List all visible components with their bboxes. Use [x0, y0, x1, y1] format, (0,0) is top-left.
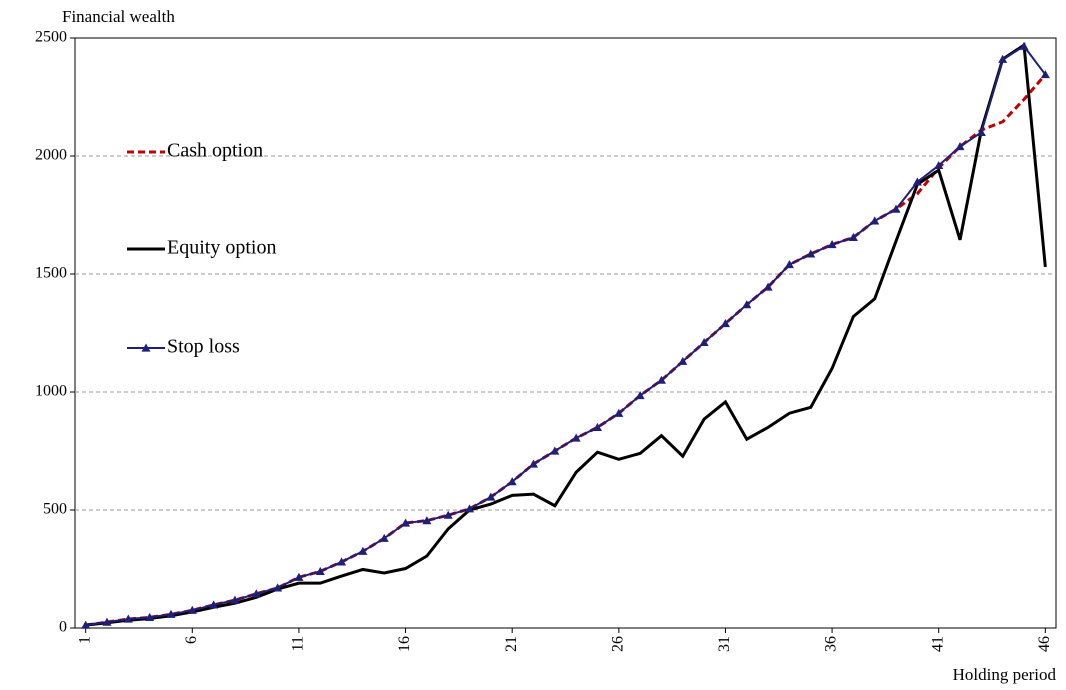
point-marker [273, 583, 283, 592]
point-marker [720, 319, 730, 328]
y-tick-label: 2000 [35, 147, 67, 164]
point-marker [870, 216, 880, 225]
point-marker [209, 600, 219, 609]
legend-label: Stop loss [167, 336, 240, 358]
y-axis-label: Financial wealth [62, 7, 175, 26]
point-marker [251, 589, 261, 598]
point-marker [550, 446, 560, 455]
point-marker [592, 422, 602, 431]
y-tick-label: 0 [59, 619, 67, 636]
point-marker [187, 605, 197, 614]
legend-marker [141, 343, 151, 352]
x-tick-label: 26 [609, 636, 626, 652]
plot-frame [74, 37, 1057, 629]
y-tick-label: 2500 [35, 29, 67, 46]
x-tick-label: 41 [929, 636, 946, 652]
x-tick-label: 46 [1036, 636, 1053, 652]
x-tick-label: 11 [290, 636, 307, 651]
point-marker [934, 160, 944, 170]
x-axis-label: Holding period [953, 665, 1057, 684]
point-marker [230, 595, 240, 604]
legend-label: Equity option [167, 237, 276, 259]
point-marker [1040, 70, 1050, 79]
y-tick-label: 1500 [35, 265, 67, 282]
point-marker [678, 356, 688, 365]
point-marker [656, 375, 666, 384]
point-marker [784, 260, 794, 269]
point-marker [465, 504, 475, 513]
point-marker [614, 408, 624, 417]
point-marker [123, 614, 133, 623]
point-marker [1019, 41, 1029, 50]
y-tick-label: 500 [43, 501, 67, 518]
point-marker [699, 337, 709, 347]
point-marker [294, 572, 304, 581]
point-marker [102, 617, 112, 626]
point-marker [358, 546, 368, 555]
x-tick-label: 16 [396, 636, 413, 652]
x-tick-label: 21 [503, 636, 520, 652]
legend-label: Cash option [167, 140, 263, 162]
point-marker [422, 516, 432, 525]
point-marker [571, 433, 581, 442]
point-marker [912, 177, 922, 186]
point-marker [379, 533, 389, 542]
point-marker [998, 54, 1008, 63]
point-marker [827, 240, 837, 249]
point-marker [763, 282, 773, 291]
point-marker [635, 391, 645, 400]
series-line [85, 44, 1047, 627]
point-marker [848, 232, 858, 242]
point-marker [976, 127, 986, 136]
point-marker [529, 459, 539, 468]
point-marker [315, 566, 325, 575]
series-line [85, 42, 1047, 627]
point-marker [806, 249, 816, 258]
point-marker [81, 620, 91, 629]
x-tick-label: 6 [183, 636, 200, 644]
x-tick-label: 1 [76, 636, 93, 644]
point-marker [337, 557, 347, 566]
point-marker [145, 612, 155, 621]
point-marker [507, 477, 517, 486]
point-marker [486, 492, 496, 501]
point-marker [891, 204, 901, 213]
point-marker [955, 142, 965, 151]
point-marker [443, 510, 453, 519]
y-tick-label: 1000 [35, 383, 67, 400]
x-tick-label: 36 [823, 636, 840, 652]
point-marker [742, 300, 752, 309]
point-marker [401, 518, 411, 527]
x-tick-label: 31 [716, 636, 733, 652]
point-marker [166, 609, 176, 618]
